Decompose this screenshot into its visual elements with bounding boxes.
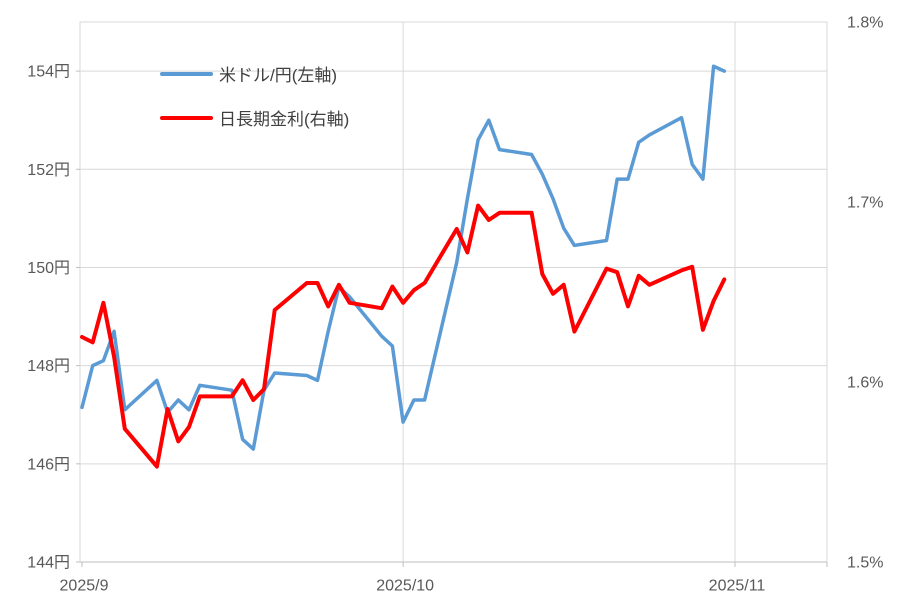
x-axis-tick-label: 2025/9 [60,578,109,595]
left-axis-tick-label: 152円 [27,162,70,179]
right-axis-tick-label: 1.6% [847,375,883,392]
right-axis-tick-label: 1.5% [847,555,883,572]
left-axis-tick-label: 150円 [27,260,70,277]
legend-item-jgb-yield: 日長期金利(右軸) [160,105,349,130]
x-axis-tick-label: 2025/10 [376,578,434,595]
plot-border [79,21,828,563]
legend-label-usdjpy: 米ドル/円(左軸) [219,66,338,85]
left-axis-tick-label: 148円 [27,358,70,375]
jgb-yield-line-series [80,203,727,469]
jgb-yield-line-swatch [160,115,213,120]
legend-item-usdjpy: 米ドル/円(左軸) [160,61,337,86]
usdjpy-line-series [80,64,727,451]
legend-label-jgb-yield: 日長期金利(右軸) [219,110,350,129]
left-axis-tick-label: 154円 [27,64,70,81]
right-axis-tick-label: 1.7% [847,195,883,212]
usdjpy-line-swatch [160,71,213,76]
right-axis-tick-label: 1.8% [847,15,883,32]
left-axis-tick-label: 144円 [27,555,70,572]
left-axis-tick-label: 146円 [27,456,70,473]
x-axis-tick-label: 2025/11 [709,578,766,595]
